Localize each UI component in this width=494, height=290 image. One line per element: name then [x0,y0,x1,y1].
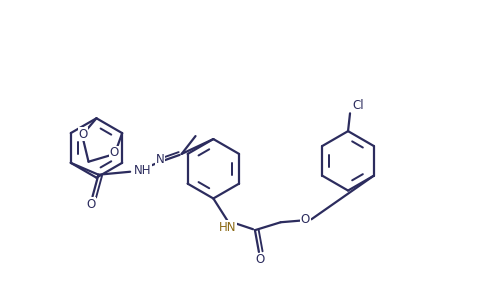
Text: O: O [79,128,88,141]
Text: N: N [156,153,164,166]
Text: O: O [301,213,310,226]
Text: O: O [255,253,264,267]
Text: NH: NH [134,164,152,177]
Text: O: O [86,198,95,211]
Text: HN: HN [218,221,236,234]
Text: O: O [109,146,119,160]
Text: Cl: Cl [352,99,364,112]
